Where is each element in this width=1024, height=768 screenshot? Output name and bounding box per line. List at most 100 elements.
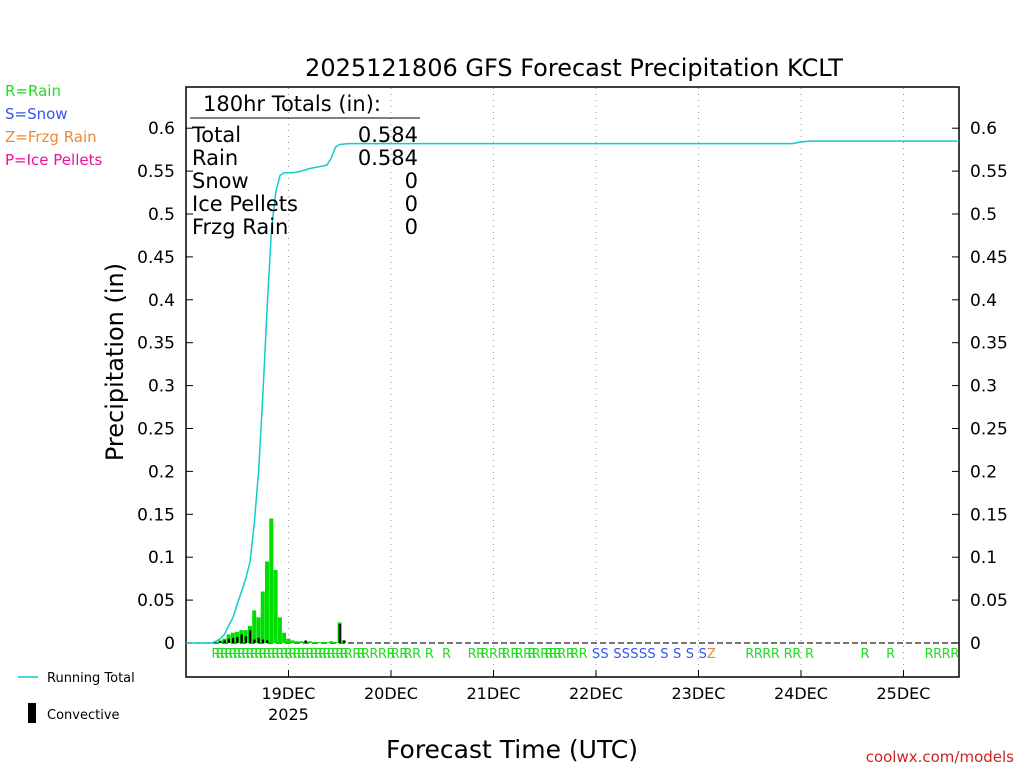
convective-bar <box>343 640 346 643</box>
precip-bar <box>260 591 265 643</box>
precip-type-letter: R <box>792 647 801 662</box>
precip-type-letter: R <box>566 647 575 662</box>
totals-row-label: Frzg Rain <box>192 215 288 239</box>
precip-type-letter: R <box>502 647 511 662</box>
x-tick-label: 19DEC <box>262 684 316 703</box>
precip-type-letter: R <box>301 647 310 662</box>
running-total-legend-label: Running Total <box>47 671 135 686</box>
precip-type-letter: S <box>622 647 630 662</box>
precip-type-letter: R <box>553 647 562 662</box>
convective-bar <box>240 634 243 643</box>
series-legend: Running Total Convective <box>18 671 135 723</box>
precip-type-legend-item: R=Rain <box>5 82 61 100</box>
precip-bar <box>329 641 334 643</box>
precip-bar <box>307 641 312 643</box>
precip-type-letter: R <box>754 647 763 662</box>
totals-row-value: 0.584 <box>358 146 418 170</box>
precip-type-letter: R <box>515 647 524 662</box>
precip-type-legend-item: P=Ice Pellets <box>5 151 102 169</box>
precip-bar <box>252 610 257 643</box>
precip-type-letter: R <box>532 647 541 662</box>
precip-type-letter: R <box>549 647 558 662</box>
convective-bar <box>261 639 265 643</box>
precip-type-letter: R <box>267 647 276 662</box>
convective-bar <box>236 636 239 643</box>
precip-type-letter: R <box>263 647 272 662</box>
precip-bar <box>256 617 261 643</box>
precip-type-letter: R <box>216 647 225 662</box>
precip-bar <box>282 632 287 643</box>
y-tick-label-left: 0.15 <box>137 505 175 525</box>
convective-bar <box>257 637 260 643</box>
precip-type-letter: R <box>331 647 340 662</box>
precip-type-letter: R <box>523 647 532 662</box>
precip-bar <box>226 634 231 643</box>
y-tick-label-right: 0.1 <box>970 548 997 568</box>
y-tick-label-left: 0.2 <box>148 462 175 482</box>
precip-type-letter: R <box>527 647 536 662</box>
precip-type-letter: R <box>425 647 434 662</box>
convective-legend-label: Convective <box>47 708 120 723</box>
precip-type-letter: R <box>246 647 255 662</box>
convective-bar <box>227 638 230 643</box>
totals-row-value: 0 <box>405 169 418 193</box>
y-tick-label-right: 0.55 <box>970 162 1008 182</box>
y-axis-right: 0 0.05 0.1 0.15 0.2 0.25 0.3 0.35 0.4 0.45 0.5 0.55… <box>952 119 1008 654</box>
y-tick-label-right: 0 <box>970 634 981 654</box>
convective-bar <box>338 624 341 643</box>
precip-type-letter: R <box>293 647 302 662</box>
precip-bar <box>320 642 325 643</box>
y-tick-label-right: 0.5 <box>970 205 997 225</box>
precip-type-letter: S <box>639 647 647 662</box>
y-tick-label-left: 0.6 <box>148 119 175 139</box>
precip-type-letter: S <box>686 647 694 662</box>
precip-bar <box>265 561 270 643</box>
precip-type-letter: R <box>271 647 280 662</box>
precip-type-letter: R <box>442 647 451 662</box>
precip-type-letter: R <box>237 647 246 662</box>
precip-type-letter: R <box>357 647 366 662</box>
precip-type-legend: R=Rain S=Snow Z=Frzg Rain P=Ice Pellets <box>5 82 102 169</box>
precip-type-letter: R <box>275 647 284 662</box>
y-axis-label: Precipitation (in) <box>101 263 129 461</box>
x-axis: 19DEC 20DEC 21DEC 22DEC 23DEC 24DEC 25DEC 2025 <box>262 670 930 724</box>
precip-type-letter: R <box>925 647 934 662</box>
precip-type-letter: R <box>352 647 361 662</box>
precip-type-letter: R <box>950 647 959 662</box>
y-tick-label-left: 0.5 <box>148 205 175 225</box>
precip-type-letter: R <box>745 647 754 662</box>
y-tick-label-right: 0.6 <box>970 119 997 139</box>
precip-type-letter: R <box>942 647 951 662</box>
precip-bar <box>273 570 278 643</box>
x-axis-label: Forecast Time (UTC) <box>386 735 638 764</box>
precip-type-letter: R <box>468 647 477 662</box>
y-tick-label-left: 0.3 <box>148 377 175 397</box>
precip-type-letter: R <box>322 647 331 662</box>
totals-row-value: 0 <box>405 192 418 216</box>
precip-type-letter: R <box>224 647 233 662</box>
precip-type-letter: R <box>544 647 553 662</box>
precip-type-letter: S <box>600 647 608 662</box>
precip-type-letter: R <box>369 647 378 662</box>
precip-type-letter: R <box>579 647 588 662</box>
convective-bar <box>219 641 222 643</box>
precip-type-letter: S <box>699 647 707 662</box>
x-tick-label: 22DEC <box>569 684 623 703</box>
precip-type-letter: S <box>673 647 681 662</box>
precip-type-letter: R <box>480 647 489 662</box>
y-tick-label-right: 0.05 <box>970 591 1008 611</box>
y-tick-label-left: 0 <box>164 634 175 654</box>
precip-type-letter: R <box>386 647 395 662</box>
y-tick-label-right: 0.4 <box>970 291 997 311</box>
precip-type-letter: S <box>647 647 655 662</box>
precip-type-letter: R <box>297 647 306 662</box>
convective-bar <box>266 640 269 643</box>
totals-heading: 180hr Totals (in): <box>203 92 381 116</box>
precip-type-letter: R <box>318 647 327 662</box>
precip-type-letter: R <box>861 647 870 662</box>
precip-bar <box>290 640 295 643</box>
y-axis-left: 0 0.05 0.1 0.15 0.2 0.25 0.3 0.35 0.4 0.45 0.5 0.55… <box>137 119 193 654</box>
precip-type-letter: R <box>399 647 408 662</box>
